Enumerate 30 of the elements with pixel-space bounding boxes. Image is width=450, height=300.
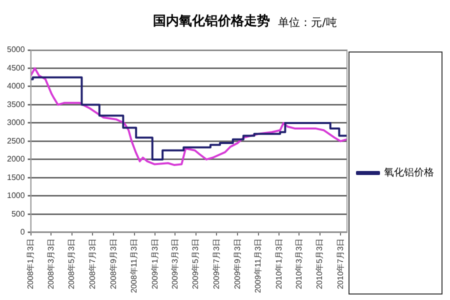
x-tick-label: 2008年5月3日	[67, 238, 76, 290]
y-tick-label: 1500	[7, 172, 26, 182]
x-tick-label: 2009年9月3日	[232, 238, 242, 290]
y-tick-label: 1000	[7, 191, 26, 200]
y-tick-label: 3000	[7, 118, 26, 128]
y-tick-label: 3500	[7, 100, 26, 109]
x-tick-label: 2010年1月3日	[274, 238, 284, 290]
x-tick-label: 2009年1月3日	[150, 238, 160, 290]
y-tick-label: 4000	[7, 82, 26, 91]
x-tick-label: 2009年5月3日	[191, 238, 200, 290]
x-tick-label: 2008年3月3日	[46, 238, 56, 290]
y-tick-label: 500	[11, 209, 26, 218]
x-tick-label: 2009年7月3日	[212, 238, 221, 290]
x-tick-label: 2009年11月3日	[254, 238, 263, 294]
y-tick-label: 2500	[7, 136, 26, 146]
x-tick-label: 2008年7月3日	[88, 238, 97, 290]
y-tick-label: 0	[20, 228, 26, 237]
y-tick-label: 5000	[7, 45, 26, 54]
y-tick-label: 2000	[7, 154, 26, 164]
x-tick-label: 2009年3月3日	[170, 238, 180, 290]
x-tick-label: 2008年11月3日	[130, 238, 139, 294]
chart-title: 国内氧化铝价格走势	[153, 13, 270, 30]
chart-subtitle: 单位：元/吨	[278, 15, 337, 30]
x-tick-label: 2010年7月3日	[336, 238, 345, 290]
legend-label: 氧化铝价格	[384, 166, 434, 179]
y-tick-label: 4500	[7, 63, 26, 72]
x-tick-label: 2010年3月3日	[294, 238, 304, 290]
x-tick-label: 2008年9月3日	[108, 238, 118, 290]
x-tick-label: 2008年1月3日	[26, 238, 35, 290]
x-tick-label: 2010年5月3日	[315, 238, 324, 290]
